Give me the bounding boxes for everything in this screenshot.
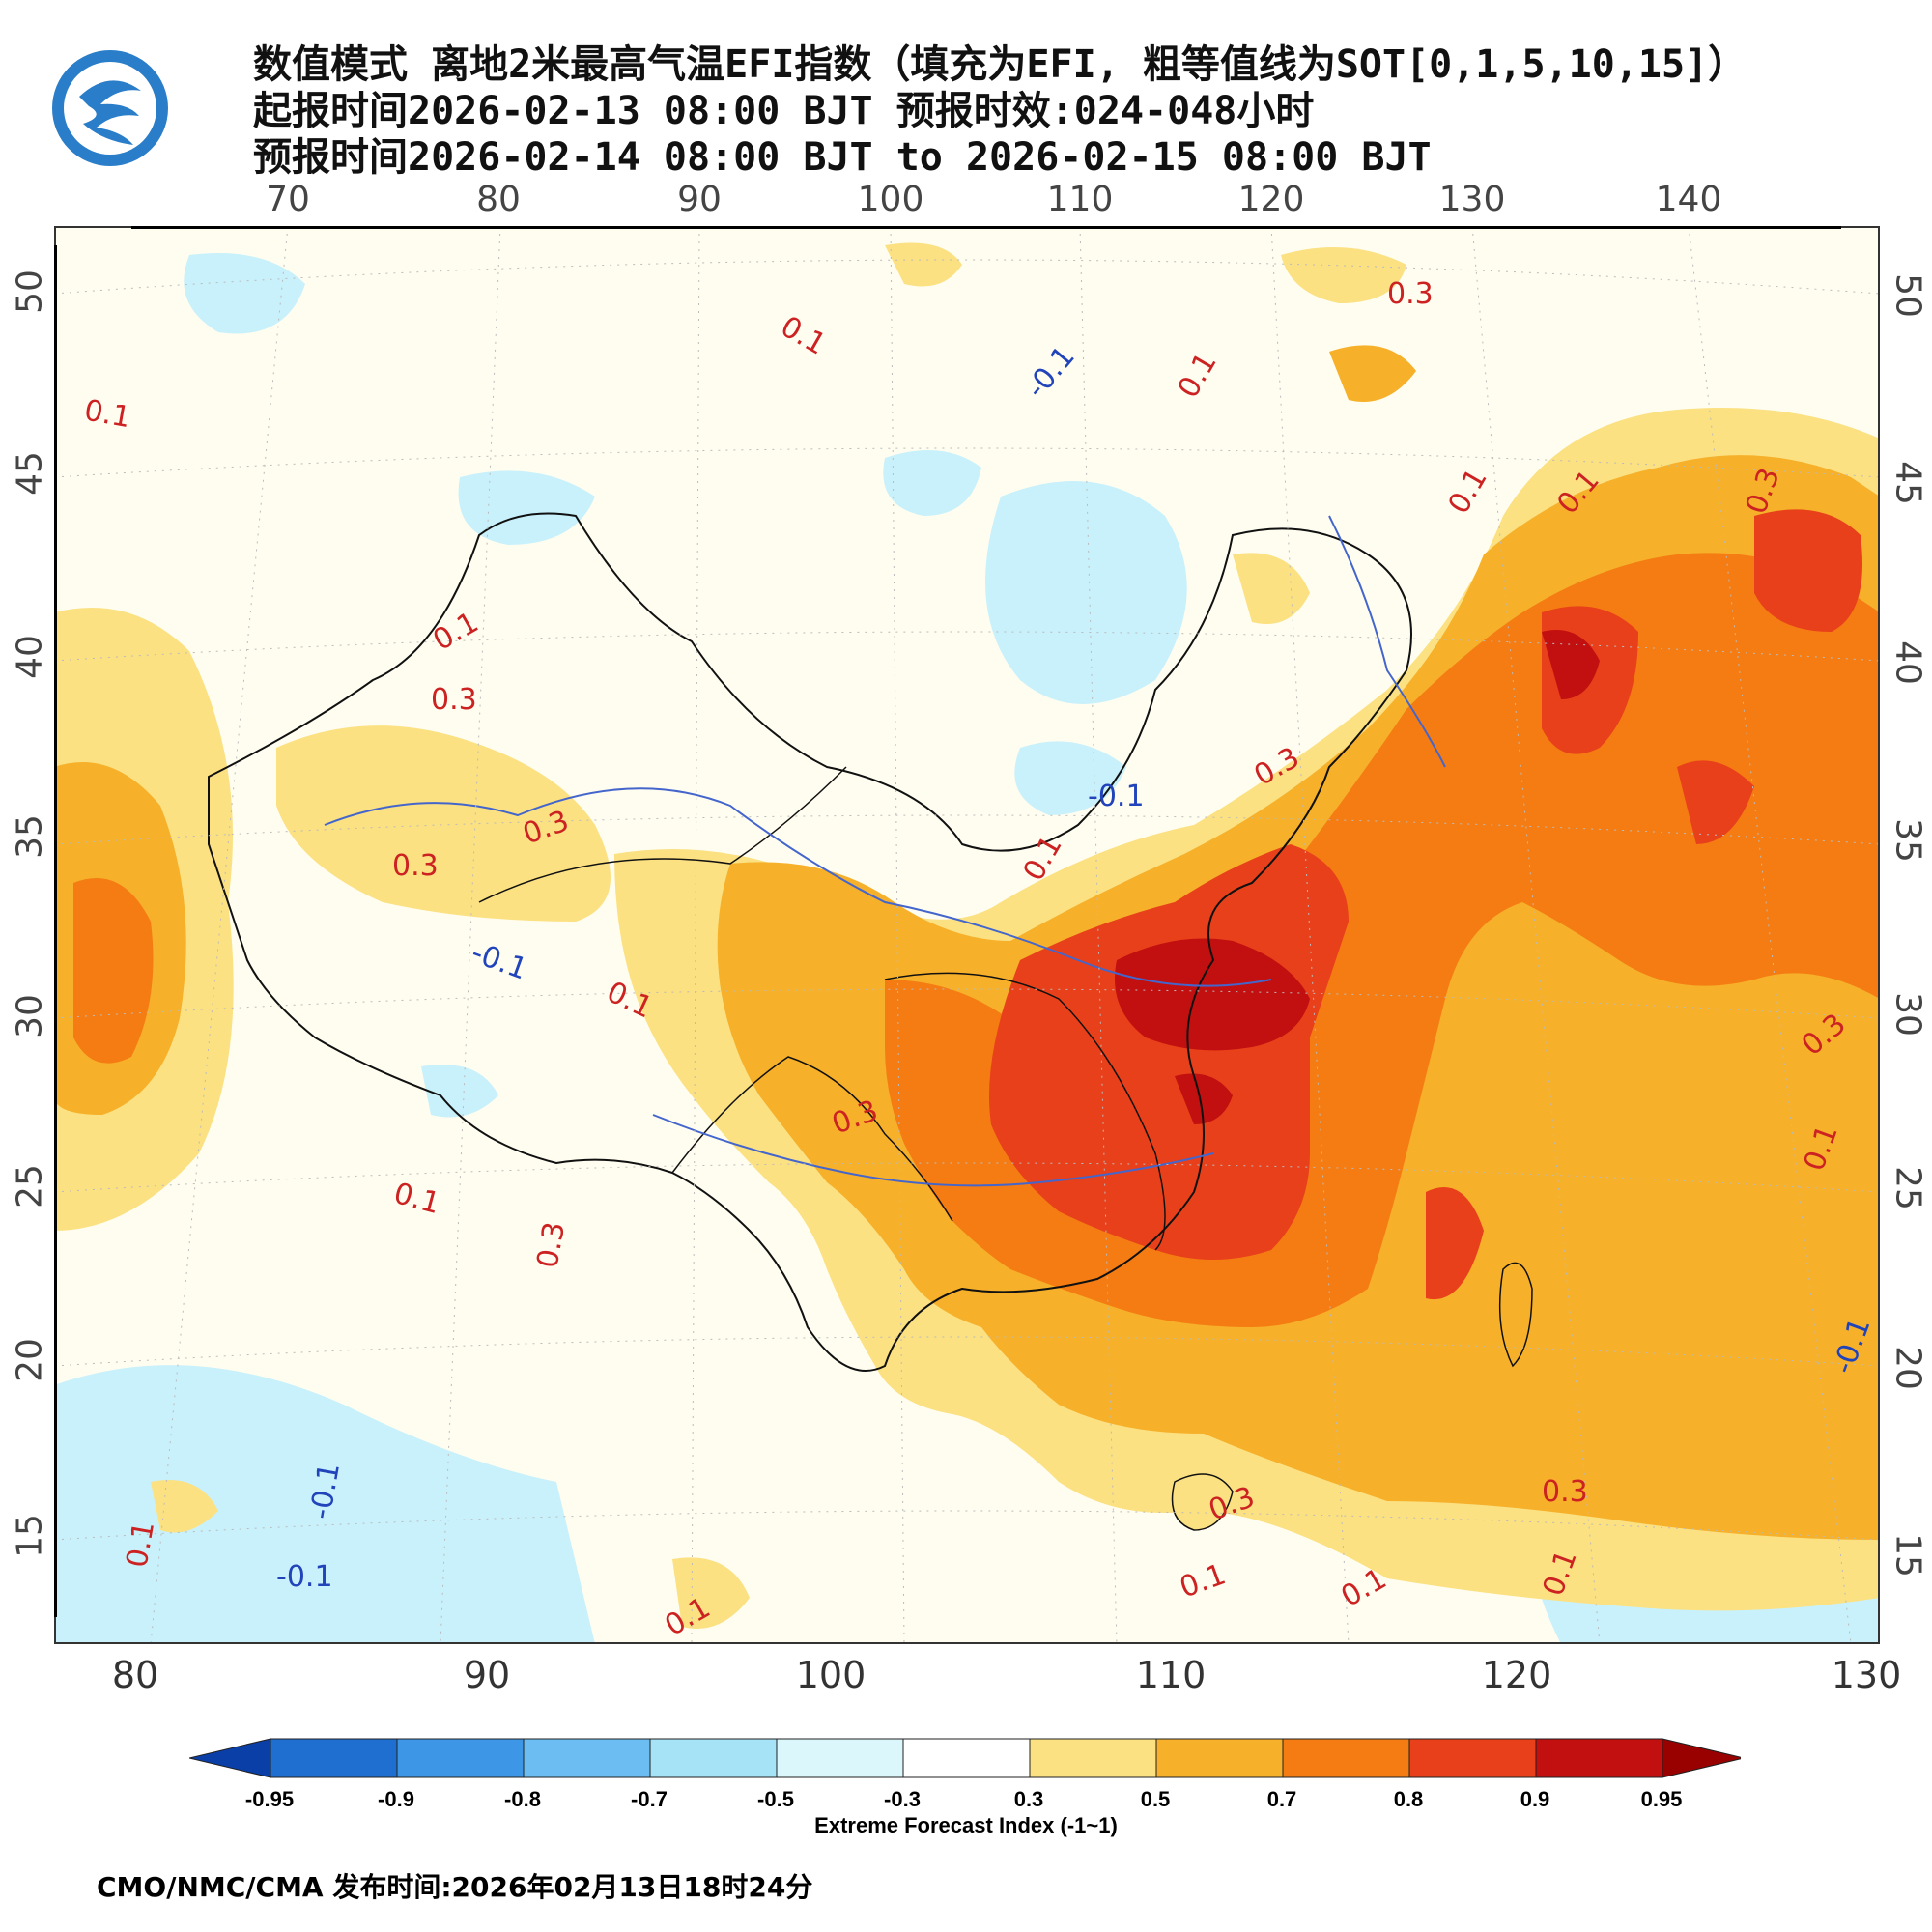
left-tick-label: 25: [10, 1164, 50, 1208]
river-line: [652, 1114, 1214, 1187]
bottom-tick-label: 80: [111, 1654, 159, 1696]
colorbar-tick-label: -0.7: [631, 1787, 668, 1811]
right-tick-label: 15: [1888, 1533, 1928, 1577]
left-tick-label: 50: [10, 270, 50, 314]
top-tick-label: 140: [1655, 180, 1722, 219]
colorbar-title: Extreme Forecast Index (-1~1): [814, 1813, 1118, 1837]
river-line: [1328, 515, 1446, 768]
top-tick-label: 120: [1237, 180, 1305, 219]
colorbar-cell: [776, 1738, 904, 1778]
contour-label: -0.1: [276, 1560, 333, 1594]
bottom-tick-label: 100: [795, 1654, 867, 1696]
right-tick-label: 35: [1888, 818, 1928, 863]
contour-label: 0.3: [1387, 277, 1434, 311]
colorbar-cell: [1662, 1738, 1741, 1778]
right-tick-label: 25: [1888, 1166, 1928, 1210]
right-tick-label: 20: [1888, 1346, 1928, 1390]
top-tick-label: 70: [266, 180, 310, 219]
right-tick-label: 30: [1888, 992, 1928, 1037]
colorbar-cell: [1155, 1738, 1284, 1778]
colorbar-cell: [189, 1738, 271, 1778]
efi-0.9-0.95: [1115, 630, 1600, 1124]
colorbar-cell: [1535, 1738, 1663, 1778]
china-border-line: [208, 512, 1412, 1372]
contour-label: -0.1: [1088, 780, 1145, 813]
taiwan-island: [1498, 1262, 1533, 1368]
top-tick-label: 130: [1438, 180, 1506, 219]
province-border-line: [478, 766, 847, 903]
right-tick-label: 50: [1888, 273, 1928, 318]
top-tick-label: 90: [677, 180, 722, 219]
colorbar-tick-label: 0.9: [1520, 1787, 1550, 1811]
contour-label: 0.3: [530, 1219, 572, 1270]
top-tick-label: 100: [857, 180, 924, 219]
publish-info: CMO/NMC/CMA 发布时间:2026年02月13日18时24分: [97, 1871, 813, 1903]
left-tick-label: 45: [10, 451, 50, 496]
left-tick-label: 15: [10, 1514, 50, 1558]
province-border-line: [671, 1056, 953, 1222]
valid-time-label: 预报时间2026-02-14 08:00 BJT to 2026-02-15 0…: [253, 135, 1432, 180]
graticule: [54, 226, 1880, 1644]
init-time-label: 起报时间2026-02-13 08:00 BJT 预报时效:024-048小时: [253, 89, 1315, 133]
left-tick-label: 20: [10, 1338, 50, 1382]
province-border-line: [884, 972, 1166, 1251]
hainan-island: [1171, 1473, 1234, 1531]
colorbar-cell: [1029, 1738, 1157, 1778]
bottom-tick-label: 120: [1481, 1654, 1552, 1696]
colorbar-tick-label: -0.95: [244, 1787, 295, 1811]
colorbar-tick-label: -0.8: [504, 1787, 541, 1811]
colorbar-cell: [1282, 1738, 1410, 1778]
colorbar-tick-label: -0.3: [884, 1787, 921, 1811]
colorbar-cell: [396, 1738, 525, 1778]
colorbar-tick-label: 0.5: [1140, 1787, 1171, 1811]
top-tick-label: 80: [476, 180, 521, 219]
bottom-tick-label: 130: [1831, 1654, 1902, 1696]
colorbar-cell: [902, 1738, 1031, 1778]
contour-label: 0.1: [82, 393, 133, 435]
top-tick-label: 110: [1046, 180, 1114, 219]
right-tick-label: 45: [1888, 461, 1928, 505]
colorbar-tick-label: -0.5: [757, 1787, 794, 1811]
colorbar-cell: [649, 1738, 778, 1778]
colorbar-cell: [270, 1738, 398, 1778]
bottom-tick-label: 90: [463, 1654, 511, 1696]
contour-label: 0.3: [1542, 1475, 1588, 1509]
left-tick-label: 40: [10, 635, 50, 679]
contour-label: 0.1: [120, 1519, 161, 1570]
map-canvas: 0.1 0.1 -0.1 0.1 0.3 0.1 0.1 0.3 0.1 0.3…: [54, 226, 1880, 1644]
colorbar-tick-label: 0.3: [1013, 1787, 1044, 1811]
contour-label: 0.3: [392, 849, 439, 883]
colorbar-tick-label: 0.7: [1266, 1787, 1297, 1811]
colorbar-tick-label: 0.8: [1393, 1787, 1424, 1811]
colorbar-cell: [1408, 1738, 1537, 1778]
colorbar-tick-label: 0.95: [1640, 1787, 1683, 1811]
contour-label: 0.3: [431, 683, 477, 717]
map-title: 数值模式 离地2米最高气温EFI指数（填充为EFI, 粗等值线为SOT[0,1,…: [253, 43, 1747, 87]
colorbar-tick-label: -0.9: [378, 1787, 414, 1811]
colorbar-cell: [523, 1738, 651, 1778]
right-tick-label: 40: [1888, 640, 1928, 685]
left-tick-label: 30: [10, 994, 50, 1038]
bottom-tick-label: 110: [1135, 1654, 1207, 1696]
left-tick-label: 35: [10, 814, 50, 859]
river-line: [324, 787, 1272, 987]
efi-map: 0.1 0.1 -0.1 0.1 0.3 0.1 0.1 0.3 0.1 0.3…: [54, 226, 1880, 1644]
cma-logo-icon: [50, 48, 170, 168]
efi-colorbar: [189, 1738, 1741, 1778]
